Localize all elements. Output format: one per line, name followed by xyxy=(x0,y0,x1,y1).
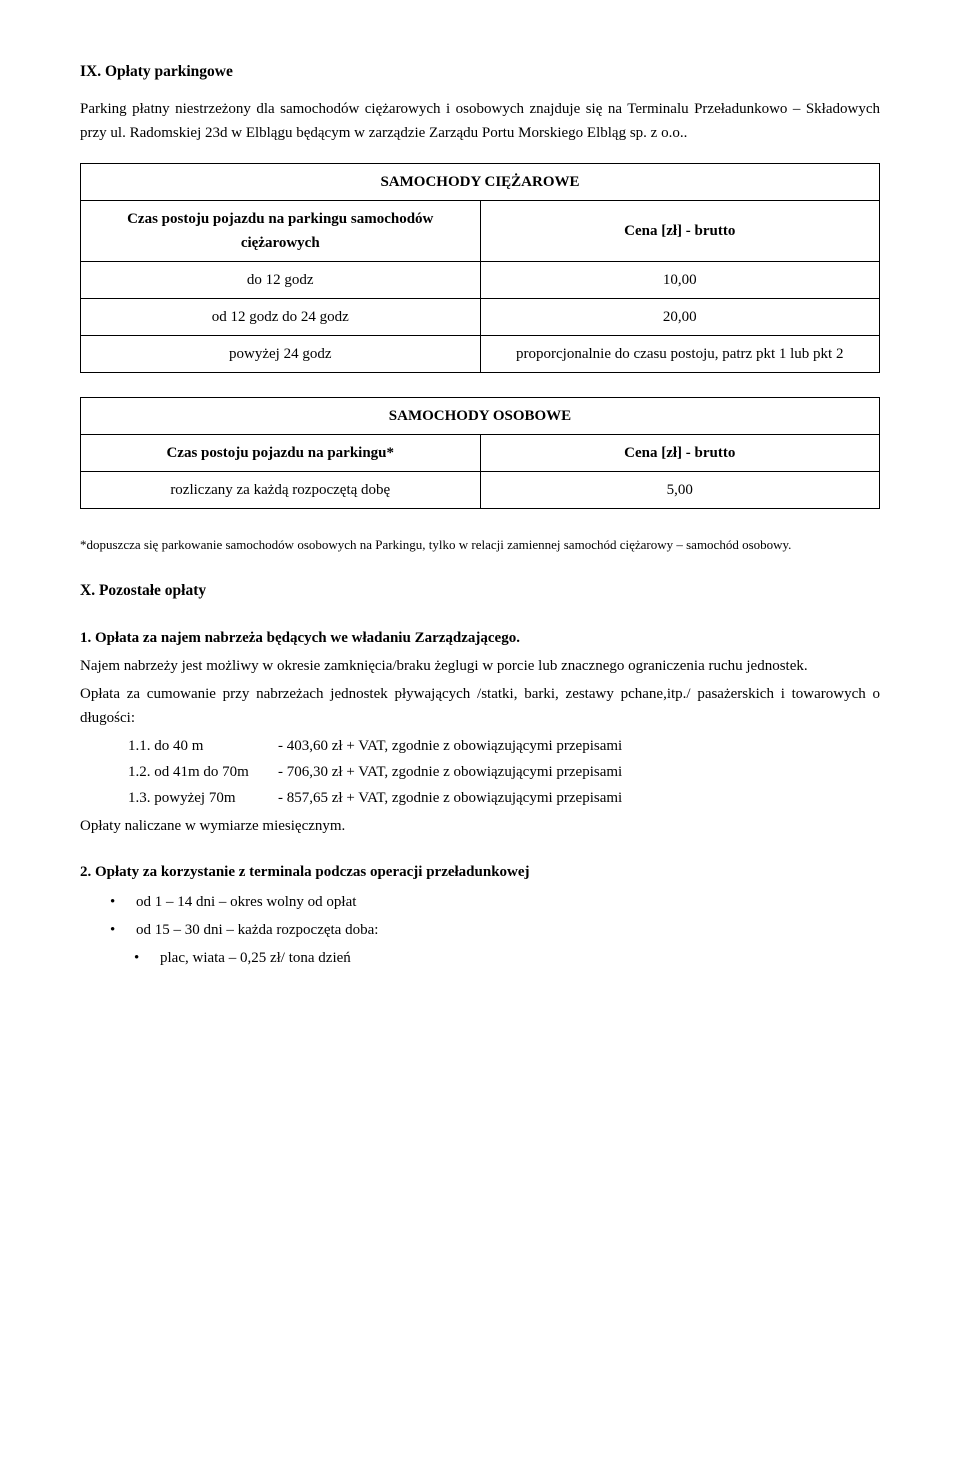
table-row: do 12 godz 10,00 xyxy=(81,261,880,298)
row1-val: - 706,30 zł + VAT, zgodnie z obowiązując… xyxy=(278,760,622,784)
price-rows: 1.1. do 40 m - 403,60 zł + VAT, zgodnie … xyxy=(128,734,880,810)
row0-num: 1.1. do 40 m xyxy=(128,734,278,758)
section-10-item1-title: 1. Opłata za najem nabrzeża będących we … xyxy=(80,626,880,650)
table1-r1-c2: 20,00 xyxy=(480,298,880,335)
footnote: *dopuszcza się parkowanie samochodów oso… xyxy=(80,533,880,558)
table1-r2-c1: powyżej 24 godz xyxy=(81,335,481,372)
bullet-list: • od 1 – 14 dni – okres wolny od opłat •… xyxy=(110,890,880,942)
table1-r1-c1: od 12 godz do 24 godz xyxy=(81,298,481,335)
table-heavy-vehicles: SAMOCHODY CIĘŻAROWE Czas postoju pojazdu… xyxy=(80,163,880,373)
bullet-icon: • xyxy=(134,946,160,970)
section-10-item1-p3: Opłaty naliczane w wymiarze miesięcznym. xyxy=(80,814,880,838)
table2-col1-header: Czas postoju pojazdu na parkingu* xyxy=(81,434,481,471)
list-item: 1.2. od 41m do 70m - 706,30 zł + VAT, zg… xyxy=(128,760,880,784)
table1-col1-header: Czas postoju pojazdu na parkingu samocho… xyxy=(81,200,481,261)
table-row: powyżej 24 godz proporcjonalnie do czasu… xyxy=(81,335,880,372)
list-item: • od 1 – 14 dni – okres wolny od opłat xyxy=(110,890,880,914)
section-10-item2-title: 2. Opłaty za korzystanie z terminala pod… xyxy=(80,860,880,884)
bullet1-text: od 15 – 30 dni – każda rozpoczęta doba: xyxy=(136,918,378,942)
table1-title: SAMOCHODY CIĘŻAROWE xyxy=(81,163,880,200)
section-10-item1-p1: Najem nabrzeży jest możliwy w okresie za… xyxy=(80,654,880,678)
row2-num: 1.3. powyżej 70m xyxy=(128,786,278,810)
bullet0-text: od 1 – 14 dni – okres wolny od opłat xyxy=(136,890,356,914)
section-10-heading: X. Pozostałe opłaty xyxy=(80,579,880,604)
table-row: od 12 godz do 24 godz 20,00 xyxy=(81,298,880,335)
table2-title: SAMOCHODY OSOBOWE xyxy=(81,397,880,434)
table-row: rozliczany za każdą rozpoczętą dobę 5,00 xyxy=(81,471,880,508)
table2-r0-c1: rozliczany za każdą rozpoczętą dobę xyxy=(81,471,481,508)
table1-r2-c2: proporcjonalnie do czasu postoju, patrz … xyxy=(480,335,880,372)
table1-col2-header: Cena [zł] - brutto xyxy=(480,200,880,261)
list-item: 1.3. powyżej 70m - 857,65 zł + VAT, zgod… xyxy=(128,786,880,810)
table1-r0-c2: 10,00 xyxy=(480,261,880,298)
list-item: 1.1. do 40 m - 403,60 zł + VAT, zgodnie … xyxy=(128,734,880,758)
section-9-paragraph: Parking płatny niestrzeżony dla samochod… xyxy=(80,97,880,145)
section-10-item1-p2: Opłata za cumowanie przy nabrzeżach jedn… xyxy=(80,682,880,730)
bullet-icon: • xyxy=(110,890,136,914)
table2-r0-c2: 5,00 xyxy=(480,471,880,508)
row2-val: - 857,65 zł + VAT, zgodnie z obowiązując… xyxy=(278,786,622,810)
sub-bullet: • plac, wiata – 0,25 zł/ tona dzień xyxy=(134,946,880,970)
table1-r0-c1: do 12 godz xyxy=(81,261,481,298)
section-9-heading: IX. Opłaty parkingowe xyxy=(80,60,880,85)
row1-num: 1.2. od 41m do 70m xyxy=(128,760,278,784)
bullet-icon: • xyxy=(110,918,136,942)
sub-bullet-text: plac, wiata – 0,25 zł/ tona dzień xyxy=(160,946,351,970)
list-item: • od 15 – 30 dni – każda rozpoczęta doba… xyxy=(110,918,880,942)
table-passenger-vehicles: SAMOCHODY OSOBOWE Czas postoju pojazdu n… xyxy=(80,397,880,509)
row0-val: - 403,60 zł + VAT, zgodnie z obowiązując… xyxy=(278,734,622,758)
table2-col2-header: Cena [zł] - brutto xyxy=(480,434,880,471)
